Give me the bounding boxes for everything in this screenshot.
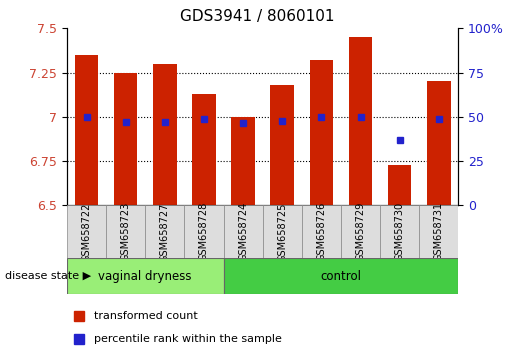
- Text: disease state ▶: disease state ▶: [5, 271, 91, 281]
- Bar: [310, 60, 333, 205]
- Bar: [114, 73, 138, 205]
- Bar: [349, 37, 372, 205]
- FancyBboxPatch shape: [224, 205, 263, 258]
- Bar: [192, 94, 216, 205]
- FancyBboxPatch shape: [302, 205, 341, 258]
- Text: GSM658724: GSM658724: [238, 202, 248, 262]
- FancyBboxPatch shape: [67, 205, 106, 258]
- Text: GSM658727: GSM658727: [160, 202, 170, 262]
- Text: vaginal dryness: vaginal dryness: [98, 270, 192, 282]
- FancyBboxPatch shape: [341, 205, 380, 258]
- Bar: [270, 85, 294, 205]
- Text: GSM658729: GSM658729: [355, 202, 366, 262]
- FancyBboxPatch shape: [184, 205, 224, 258]
- FancyBboxPatch shape: [67, 258, 224, 294]
- Text: GSM658730: GSM658730: [394, 202, 405, 262]
- Text: GSM658722: GSM658722: [81, 202, 92, 262]
- Text: GSM658726: GSM658726: [316, 202, 327, 262]
- FancyBboxPatch shape: [224, 258, 458, 294]
- Bar: [231, 117, 255, 205]
- Text: transformed count: transformed count: [94, 311, 198, 321]
- FancyBboxPatch shape: [419, 205, 458, 258]
- FancyBboxPatch shape: [145, 205, 184, 258]
- Text: percentile rank within the sample: percentile rank within the sample: [94, 334, 282, 344]
- Bar: [153, 64, 177, 205]
- Text: GSM658725: GSM658725: [277, 202, 287, 262]
- Text: control: control: [320, 270, 362, 282]
- Bar: [427, 81, 451, 205]
- FancyBboxPatch shape: [380, 205, 419, 258]
- FancyBboxPatch shape: [263, 205, 302, 258]
- FancyBboxPatch shape: [106, 205, 145, 258]
- Bar: [75, 55, 98, 205]
- Text: GSM658723: GSM658723: [121, 202, 131, 262]
- Text: GSM658728: GSM658728: [199, 202, 209, 262]
- Text: GDS3941 / 8060101: GDS3941 / 8060101: [180, 9, 335, 24]
- Bar: [388, 165, 411, 205]
- Text: GSM658731: GSM658731: [434, 202, 444, 262]
